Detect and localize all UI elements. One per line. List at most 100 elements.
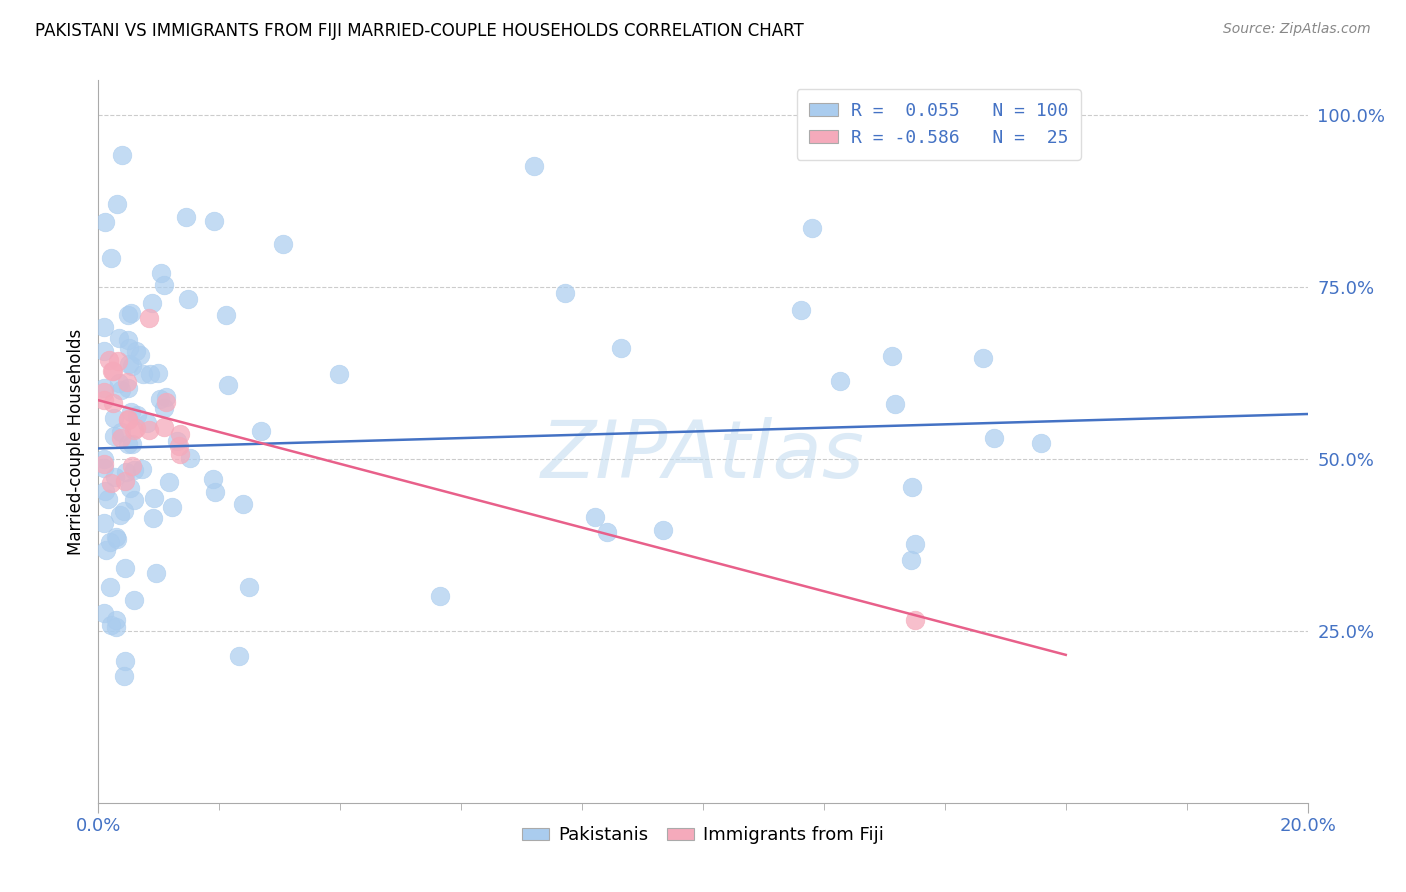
Point bbox=[108, 331, 131, 345]
Point bbox=[105, 533, 128, 547]
Point bbox=[101, 364, 124, 378]
Point bbox=[93, 381, 115, 395]
Point bbox=[93, 451, 115, 466]
Point bbox=[118, 341, 141, 355]
Point bbox=[93, 458, 115, 472]
Point bbox=[145, 566, 167, 581]
Point bbox=[93, 343, 115, 358]
Point bbox=[93, 607, 115, 621]
Point bbox=[110, 147, 132, 161]
Point bbox=[121, 436, 143, 450]
Point bbox=[523, 159, 546, 173]
Point bbox=[204, 214, 226, 228]
Point bbox=[153, 277, 176, 292]
Point bbox=[800, 221, 823, 235]
Point bbox=[124, 423, 146, 437]
Point bbox=[125, 344, 148, 359]
Text: Source: ZipAtlas.com: Source: ZipAtlas.com bbox=[1223, 22, 1371, 37]
Point bbox=[122, 463, 145, 477]
Point bbox=[201, 471, 224, 485]
Point bbox=[585, 509, 607, 524]
Point bbox=[114, 561, 136, 575]
Point bbox=[94, 484, 117, 499]
Point bbox=[121, 359, 143, 374]
Point bbox=[118, 481, 141, 495]
Point bbox=[112, 669, 135, 683]
Point bbox=[1029, 435, 1052, 450]
Point bbox=[166, 434, 188, 448]
Point bbox=[110, 508, 132, 522]
Point bbox=[157, 475, 180, 490]
Point bbox=[104, 613, 127, 627]
Point bbox=[141, 296, 163, 310]
Point bbox=[117, 413, 139, 427]
Point bbox=[138, 423, 160, 437]
Point bbox=[107, 376, 129, 391]
Point bbox=[121, 459, 143, 474]
Point bbox=[155, 394, 177, 409]
Point bbox=[904, 614, 927, 628]
Point bbox=[160, 500, 183, 515]
Legend: Pakistanis, Immigrants from Fiji: Pakistanis, Immigrants from Fiji bbox=[515, 819, 891, 852]
Point bbox=[132, 367, 155, 381]
Point bbox=[117, 381, 139, 395]
Point bbox=[115, 465, 138, 479]
Point bbox=[143, 491, 166, 505]
Point bbox=[100, 475, 122, 490]
Point bbox=[204, 485, 226, 500]
Point bbox=[93, 320, 115, 334]
Point bbox=[153, 420, 176, 434]
Point bbox=[790, 303, 813, 318]
Point bbox=[142, 510, 165, 524]
Point bbox=[131, 462, 153, 476]
Point bbox=[596, 524, 619, 539]
Point bbox=[883, 397, 905, 411]
Point bbox=[110, 425, 132, 439]
Point bbox=[98, 580, 121, 594]
Point bbox=[105, 529, 128, 543]
Point bbox=[152, 401, 174, 416]
Point bbox=[93, 392, 115, 407]
Point bbox=[104, 470, 127, 484]
Point bbox=[120, 405, 142, 419]
Point bbox=[125, 408, 148, 422]
Point bbox=[94, 215, 117, 229]
Point bbox=[429, 589, 451, 603]
Point bbox=[900, 480, 922, 494]
Point bbox=[128, 348, 150, 362]
Point bbox=[609, 341, 631, 355]
Point bbox=[118, 357, 141, 371]
Point bbox=[110, 431, 132, 445]
Point bbox=[120, 306, 142, 320]
Point bbox=[983, 431, 1005, 445]
Point bbox=[115, 375, 138, 389]
Point bbox=[179, 450, 201, 465]
Point bbox=[149, 392, 172, 406]
Point bbox=[249, 425, 271, 439]
Point bbox=[169, 439, 191, 453]
Point bbox=[136, 417, 159, 431]
Point bbox=[117, 334, 139, 348]
Point bbox=[114, 474, 136, 488]
Point bbox=[169, 447, 191, 461]
Point bbox=[138, 310, 160, 325]
Point bbox=[117, 308, 139, 322]
Point bbox=[107, 354, 129, 368]
Point bbox=[105, 620, 128, 634]
Point bbox=[110, 383, 132, 397]
Point bbox=[114, 654, 136, 668]
Point bbox=[271, 236, 294, 251]
Point bbox=[972, 351, 994, 365]
Point bbox=[98, 534, 121, 549]
Point bbox=[828, 374, 851, 388]
Point bbox=[125, 420, 148, 434]
Point bbox=[232, 497, 254, 511]
Point bbox=[122, 593, 145, 607]
Point bbox=[139, 367, 162, 381]
Point bbox=[103, 396, 125, 410]
Point bbox=[97, 492, 120, 507]
Point bbox=[176, 292, 198, 306]
Point bbox=[103, 411, 125, 425]
Point bbox=[103, 429, 125, 443]
Point bbox=[328, 367, 350, 381]
